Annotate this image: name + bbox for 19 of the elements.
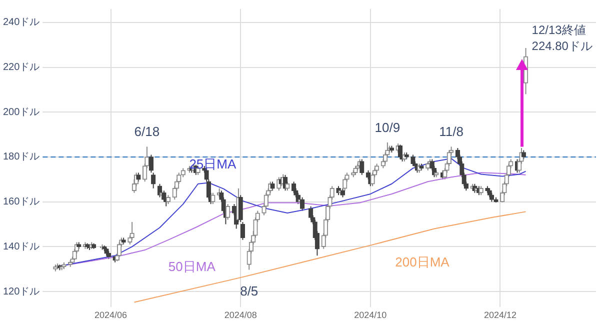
y-tick-label: 160ドル [2, 196, 40, 208]
x-tick-label: 2024/10 [354, 310, 387, 320]
y-tick-label: 200ドル [2, 106, 40, 118]
y-tick-label: 180ドル [2, 152, 40, 163]
y-tick-label: 120ドル [2, 286, 40, 298]
annotation: 8/5 [240, 283, 258, 298]
y-tick-label: 140ドル [2, 241, 40, 252]
annotation: 11/8 [439, 124, 464, 140]
annotation: 10/9 [374, 120, 400, 135]
y-tick-label: 220ドル [2, 62, 40, 74]
x-tick-label: 2024/12 [484, 310, 517, 320]
series-label: 25日MA [189, 156, 236, 172]
series-label: 50日MA [168, 258, 216, 274]
annotation: 12/13終値 224.80ドル [532, 22, 592, 53]
series-label: 200日MA [395, 254, 450, 270]
annotation: 6/18 [134, 124, 160, 140]
x-tick-label: 2024/06 [94, 310, 128, 320]
x-tick-label: 2024/08 [224, 310, 257, 320]
y-tick-label: 240ドル [2, 17, 40, 28]
